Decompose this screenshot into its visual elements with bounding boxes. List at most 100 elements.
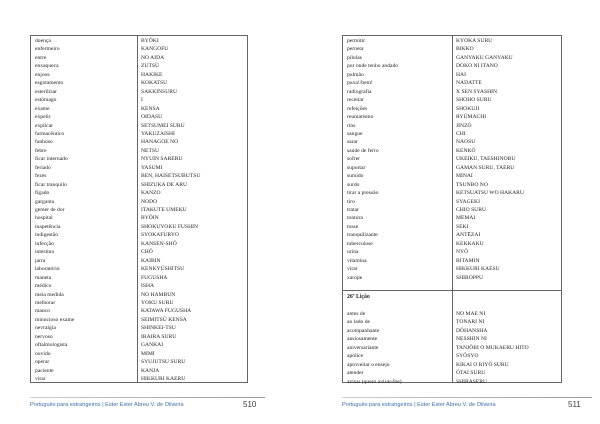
portuguese-term: enxaqueca [35,63,59,70]
table-row: enxaqueca ZUTSŪ [31,62,247,70]
portuguese-term: jarra [35,257,46,264]
portuguese-term: garganta [35,198,55,205]
table-row: farmacêutico YAKUZAISHI [31,130,247,138]
portuguese-term: tontura [347,215,363,222]
japanese-term: OIDASU [141,114,163,121]
portuguese-term: suportar [347,164,366,171]
portuguese-term: infecção [35,240,54,247]
table-row: gemer de dor ITAKUTE UMEKU [31,206,247,214]
table-row: surdo TSUNBO NO [343,181,561,189]
portuguese-term: saúde de ferro [347,147,379,154]
table-row: tontura MEMAI [343,214,561,222]
portuguese-term: virar [35,376,46,382]
table-row: expelir OIDASU [31,113,247,121]
table-row: minucioso exame SEIMITSŪ KENSA [31,316,247,324]
portuguese-term: rins [347,122,356,129]
table-row: nervoso IRAIRA SURU [31,333,247,341]
portuguese-term: meia medida [35,291,64,298]
table-row: ouvido MIMI [31,350,247,358]
table-row: suportar GAMAN SURU, TAERU [343,164,561,172]
table-row: ficar internado NYUIN SARERU [31,155,247,163]
japanese-term: HIKKURI KAESU [456,266,500,273]
portuguese-term: xarope [347,274,363,281]
page-511: 26ª Lição permitir KYOKA SURU perneta BIKKO… [300,0,600,424]
table-row: indigestão SYOKAFURYO [31,231,247,239]
portuguese-term: exame [35,105,50,112]
japanese-term: SHOKUJI [456,105,480,112]
portuguese-term: operar [35,359,50,366]
japanese-term: FUGUSHA [141,274,168,281]
portuguese-term: indigestão [35,232,58,239]
table-row: inapetência SHOKUYOKU FUSHIN [31,223,247,231]
portuguese-term: sarar [347,139,358,146]
table-row: virar HIKKURI KAERU [31,375,247,383]
portuguese-term: acompanhante [347,327,380,334]
table-row: radiografia X SEN SYASHIN [343,88,561,96]
portuguese-term: sumido [347,173,364,180]
portuguese-term: hospital [35,215,53,222]
portuguese-term: ao lado de [347,319,370,326]
japanese-term: KIKAI O RIYŌ SURU [456,361,509,368]
japanese-term: RYŪMACHI [456,114,487,121]
japanese-term: NO HAMBUN [141,291,176,298]
japanese-term: DOKO NI ITANO [456,63,498,70]
table-row: ao lado de TONARI NI [343,318,561,326]
portuguese-term: gemer de dor [35,207,65,213]
portuguese-term: ficar tranquilo [35,181,67,188]
table-row: tratar CHIO SURU [343,206,561,214]
portuguese-term: fígado [35,190,50,197]
table-row: urina NYŌ [343,248,561,256]
portuguese-term: enjoos [35,71,50,78]
portuguese-term: radiografia [347,88,372,95]
column-divider [452,36,453,382]
table-row: receitar SHOHO SURU [343,96,561,104]
vocabulary-table: doença BYŌKI enfermeiro KANGOFU entre NO AIDA… [30,35,248,383]
portuguese-term: esgotamento [35,80,64,87]
portuguese-term: surdo [347,181,360,188]
table-row: aproveitar o ensejo KIKAI O RIYŌ SURU [343,361,561,369]
japanese-term: X SEN SYASHIN [456,88,498,95]
japanese-term: ANTĒZAI [456,232,481,239]
japanese-term: BEN, HAISETSUBUTSU [141,173,201,180]
japanese-term: I [141,97,143,104]
table-row: melhorar YOKU SURU [31,299,247,307]
table-row: operar SYUJUTSU SURU [31,358,247,366]
portuguese-term: aproveitar o ensejo [347,361,390,368]
table-row: oftalmologista GANKAI [31,341,247,349]
table-row: refeições SHOKUJI [343,105,561,113]
portuguese-term: inapetência [35,223,61,230]
japanese-term: SYUJUTSU SURU [141,359,186,366]
japanese-term: NO MAE NI [456,311,486,317]
japanese-term: MIMI [141,350,155,357]
japanese-term: YAKUZAISHI [141,130,175,137]
japanese-term: MINAI [456,173,473,180]
japanese-term: YOKU SURU [141,299,174,306]
japanese-term: CHŌ [141,249,153,256]
japanese-term: SEKI [456,223,469,230]
japanese-term: MEMAI [456,215,476,222]
portuguese-term: ficar internado [35,156,68,163]
table-row: ansiosamente NESSHIN NI [343,335,561,343]
portuguese-term: ansiosamente [347,336,378,343]
table-row: aniversariante TANJŌBI O MUKAERU HITO [343,344,561,352]
portuguese-term: receitar [347,97,364,104]
table-row: exame KENSA [31,105,247,113]
japanese-term: NESSHIN NI [456,336,487,343]
portuguese-term: esterilizar [35,88,58,95]
table-row: médico ISHA [31,282,247,290]
footer-divider [30,397,265,398]
page-510: doença BYŌKI enfermeiro KANGOFU entre NO AIDA… [30,35,265,409]
table-row: enjoos HAKIKE [31,71,247,79]
japanese-term: TSUNBO NO [456,181,488,188]
column-divider [137,36,138,382]
japanese-term: NYŌ [456,249,469,256]
japanese-term: ZUTSŪ [141,63,160,70]
japanese-term: SETSUMEI SURU [141,122,185,129]
table-row: esterilizar SAKKINSURU [31,88,247,96]
japanese-term: TANJŌBI O MUKAERU HITO [456,344,529,351]
portuguese-term: nevralgia [35,325,56,332]
table-row: nevralgia SHINKEI-TSU [31,324,247,332]
portuguese-term: tranquilizante [347,232,378,239]
portuguese-term: melhorar [35,299,56,306]
japanese-term: SHOKUYOKU FUSHIN [141,223,199,230]
